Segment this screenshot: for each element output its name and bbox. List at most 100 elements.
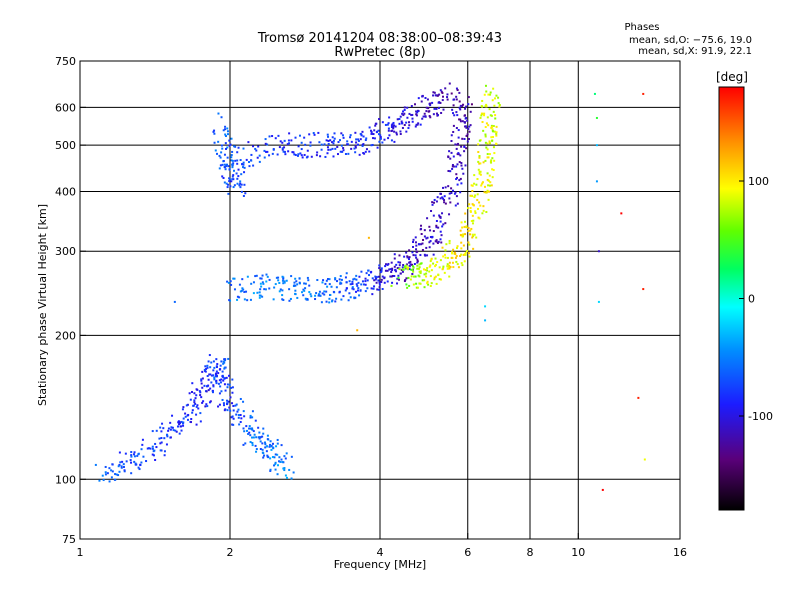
- data-point: [338, 290, 341, 293]
- data-point: [303, 153, 306, 156]
- data-point: [213, 376, 216, 379]
- data-point: [450, 140, 453, 143]
- data-point: [405, 283, 408, 286]
- data-point: [122, 466, 125, 469]
- data-point: [408, 284, 411, 287]
- data-point: [423, 286, 426, 289]
- data-point: [215, 379, 218, 382]
- data-point: [268, 278, 271, 281]
- data-point: [451, 167, 454, 170]
- data-point: [347, 143, 350, 146]
- data-point: [403, 124, 406, 127]
- data-point: [394, 269, 397, 272]
- data-point: [376, 288, 379, 291]
- data-point: [162, 427, 165, 430]
- data-point: [243, 171, 246, 174]
- data-point: [195, 423, 198, 426]
- data-point: [140, 461, 143, 464]
- data-point: [226, 186, 229, 189]
- data-point: [367, 236, 370, 239]
- data-point: [340, 278, 343, 281]
- data-point: [413, 262, 416, 265]
- data-point: [235, 403, 238, 406]
- data-point: [274, 283, 277, 286]
- data-point: [401, 112, 404, 115]
- data-point: [330, 300, 333, 303]
- data-point: [226, 156, 229, 159]
- data-point: [421, 117, 424, 120]
- data-point: [442, 265, 445, 268]
- data-point: [469, 206, 472, 209]
- data-point: [344, 289, 347, 292]
- data-point: [482, 161, 485, 164]
- data-point: [106, 472, 109, 475]
- data-point: [258, 296, 261, 299]
- data-point: [318, 293, 321, 296]
- data-point: [439, 216, 442, 219]
- data-point: [440, 241, 443, 244]
- data-point: [377, 129, 380, 132]
- data-point: [210, 381, 213, 384]
- data-point: [405, 263, 408, 266]
- data-point: [294, 289, 297, 292]
- data-point: [242, 147, 245, 150]
- data-point: [302, 294, 305, 297]
- data-point: [328, 283, 331, 286]
- data-point: [195, 413, 198, 416]
- data-point: [206, 366, 209, 369]
- data-point: [459, 104, 462, 107]
- data-point: [470, 184, 473, 187]
- data-point: [215, 382, 218, 385]
- data-point: [215, 365, 218, 368]
- data-point: [259, 288, 262, 291]
- data-point: [387, 122, 390, 125]
- data-point: [463, 225, 466, 228]
- data-point: [473, 233, 476, 236]
- data-point: [249, 441, 252, 444]
- data-point: [342, 295, 345, 298]
- data-point: [214, 149, 217, 152]
- data-point: [446, 98, 449, 101]
- data-point: [424, 115, 427, 118]
- data-point: [357, 138, 360, 141]
- data-point: [349, 136, 352, 139]
- data-point: [477, 160, 480, 163]
- data-point: [464, 212, 467, 215]
- data-point: [375, 277, 378, 280]
- data-point: [484, 141, 487, 144]
- data-point: [417, 267, 420, 270]
- data-point: [221, 147, 224, 150]
- data-point: [114, 473, 117, 476]
- data-point: [465, 116, 468, 119]
- data-point: [417, 243, 420, 246]
- chart-subtitle: RwPretec (8p): [334, 45, 425, 60]
- data-point: [299, 152, 302, 155]
- data-point: [271, 455, 274, 458]
- data-point: [447, 169, 450, 172]
- data-point: [290, 455, 293, 458]
- data-point: [257, 145, 260, 148]
- data-point: [387, 127, 390, 130]
- data-point: [399, 130, 402, 133]
- data-point: [281, 289, 284, 292]
- data-point: [277, 464, 280, 467]
- data-point: [378, 264, 381, 267]
- data-point: [458, 100, 461, 103]
- data-point: [265, 150, 268, 153]
- data-point: [223, 358, 226, 361]
- data-point: [287, 150, 290, 153]
- data-point: [263, 454, 266, 457]
- data-point: [414, 125, 417, 128]
- data-point: [370, 287, 373, 290]
- data-point: [431, 235, 434, 238]
- data-point: [217, 140, 220, 143]
- data-point: [245, 429, 248, 432]
- data-point: [439, 220, 442, 223]
- data-point: [399, 133, 402, 136]
- data-point: [472, 247, 475, 250]
- data-point: [483, 191, 486, 194]
- data-point: [393, 257, 396, 260]
- y-axis-label: Stationary phase Virtual Height [km]: [36, 204, 49, 406]
- data-point: [457, 142, 460, 145]
- data-point: [417, 274, 420, 277]
